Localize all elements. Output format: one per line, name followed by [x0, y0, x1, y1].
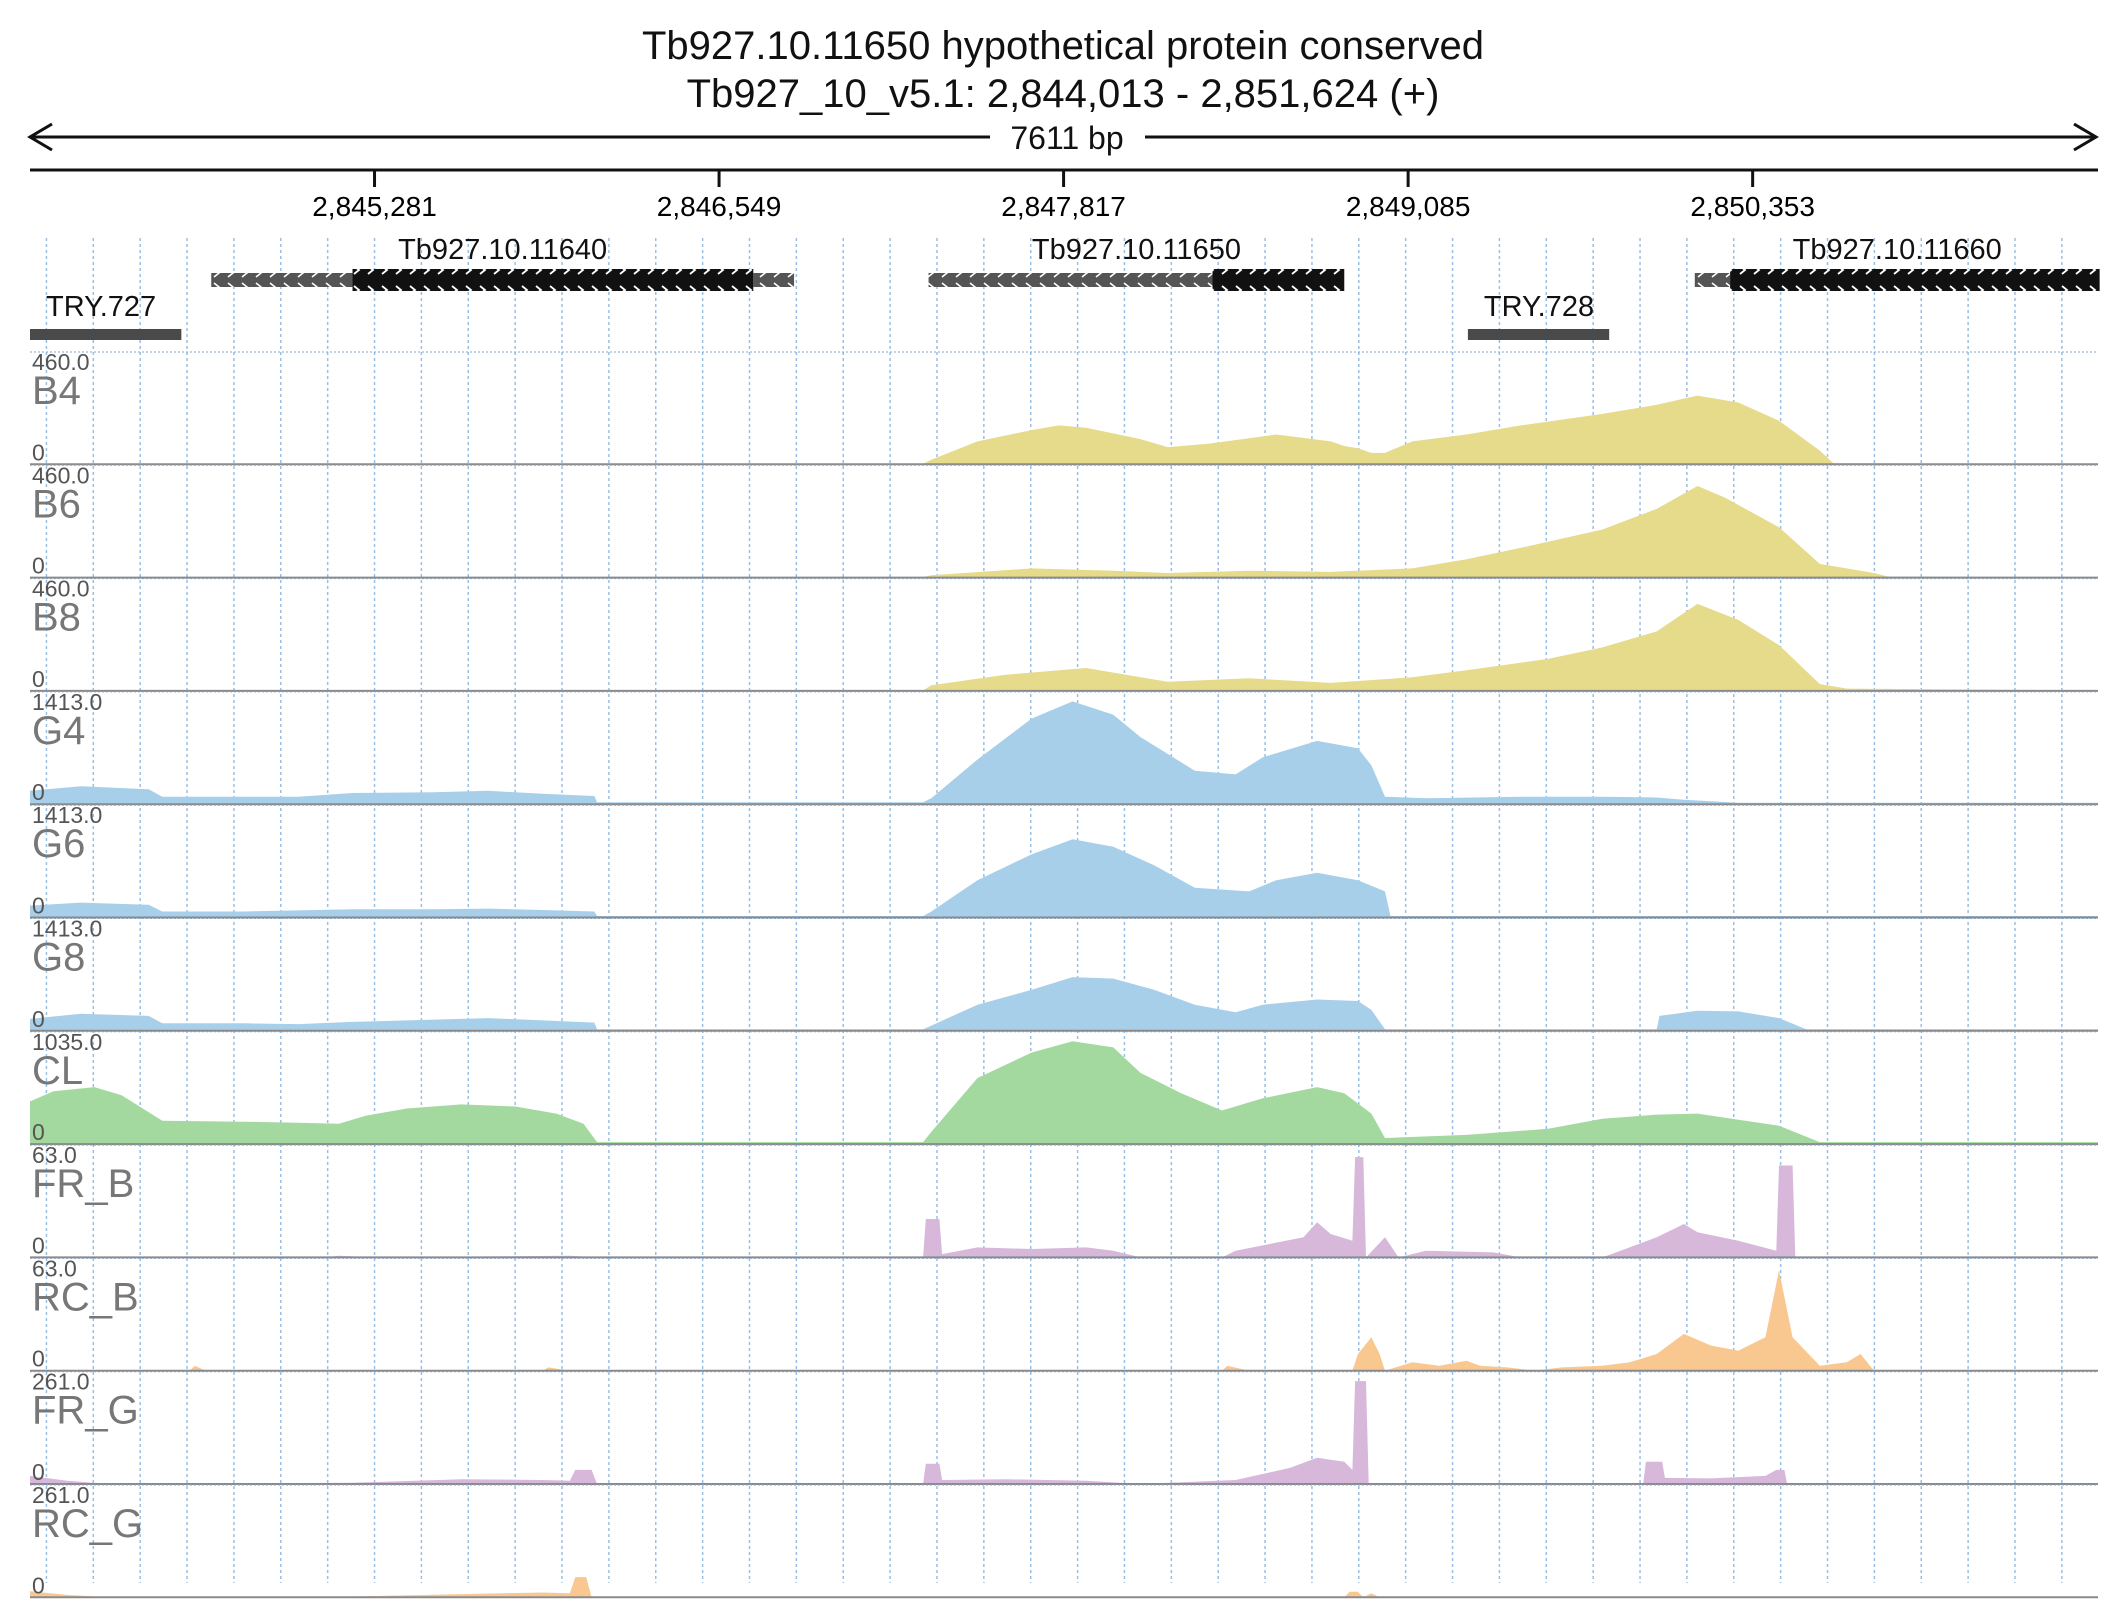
- coverage-area: [30, 1157, 2098, 1258]
- x-tick-label: 2,849,085: [1346, 191, 1471, 222]
- track-zero-label: 0: [32, 779, 45, 805]
- gene-track: Tb927.10.11640 Tb927.10.11650 Tb927.10.116…: [211, 234, 2100, 291]
- gene-cds: [1730, 269, 2100, 291]
- coverage-area: [30, 486, 2098, 578]
- track-name-label: FR_G: [32, 1389, 139, 1433]
- coverage-area: [30, 839, 2098, 918]
- track-zero-label: 0: [32, 893, 45, 919]
- track-B6: 460.0B6 0: [30, 462, 2098, 579]
- track-name-label: B4: [32, 369, 81, 413]
- track-max-label: 460.0: [32, 349, 90, 375]
- region-bar: [1467, 329, 1610, 340]
- coverage-area: [30, 1577, 2098, 1598]
- arrowhead-right-icon: [2073, 122, 2099, 152]
- track-name-label: G4: [32, 709, 85, 753]
- track-G6: 1413.0G6 0: [30, 802, 2098, 919]
- gene-cds: [352, 269, 754, 291]
- track-zero-label: 0: [32, 1232, 45, 1258]
- track-name-label: B6: [32, 482, 81, 526]
- region-label: TRY.728: [1484, 291, 1594, 323]
- chart-title: Tb927.10.11650 hypothetical protein cons…: [641, 24, 1485, 68]
- x-tick-label: 2,845,281: [312, 191, 437, 222]
- track-CL: 1035.0CL 0: [30, 1029, 2098, 1146]
- track-max-label: 63.0: [32, 1255, 77, 1281]
- track-zero-label: 0: [32, 1572, 45, 1598]
- track-max-label: 1035.0: [32, 1029, 102, 1055]
- track-name-label: B8: [32, 596, 81, 640]
- gene-utr3: [753, 273, 795, 287]
- chart-subtitle: Tb927_10_v5.1: 2,844,013 - 2,851,624 (+): [686, 72, 1440, 116]
- track-name-label: CL: [32, 1049, 83, 1093]
- gene-utr5: [211, 273, 353, 287]
- region-track: TRY.727 TRY.728: [30, 291, 1610, 340]
- track-G8: 1413.0G8 0: [30, 916, 2098, 1032]
- track-RC_B: 63.0RC_B 0: [30, 1255, 2098, 1372]
- coverage-area: [30, 395, 2098, 465]
- gene-feature[interactable]: Tb927.10.11640: [211, 234, 795, 291]
- track-zero-label: 0: [32, 1459, 45, 1485]
- coverage-tracks: 460.0B40460.0B60460.0B801413.0G401413.0G…: [30, 349, 2098, 1599]
- track-max-label: 1413.0: [32, 802, 102, 828]
- gene-label: Tb927.10.11640: [398, 234, 607, 266]
- coverage-area: [30, 1381, 2098, 1484]
- track-G4: 1413.0G4 0: [30, 689, 2098, 806]
- gene-label: Tb927.10.11650: [1032, 234, 1241, 266]
- arrowhead-left-icon: [27, 122, 53, 152]
- track-B4: 460.0B4 0: [30, 349, 2098, 466]
- gene-feature[interactable]: Tb927.10.11650: [928, 234, 1345, 291]
- track-zero-label: 0: [32, 666, 45, 692]
- length-label: 7611 bp: [1010, 120, 1123, 156]
- track-B8: 460.0B8 0: [30, 576, 2098, 692]
- track-name-label: RC_B: [32, 1275, 139, 1319]
- coverage-area: [30, 977, 2098, 1031]
- coverage-area: [30, 603, 2098, 691]
- gene-label: Tb927.10.11660: [1793, 234, 2002, 266]
- track-zero-label: 0: [32, 1006, 45, 1032]
- track-zero-label: 0: [32, 1346, 45, 1372]
- region-bar: [30, 329, 182, 340]
- track-max-label: 460.0: [32, 462, 90, 488]
- track-max-label: 261.0: [32, 1369, 90, 1395]
- region-label: TRY.727: [46, 291, 156, 323]
- x-tick-label: 2,850,353: [1690, 191, 1815, 222]
- region-feature[interactable]: TRY.727: [30, 291, 182, 340]
- track-FR_G: 261.0FR_G 0: [30, 1369, 2098, 1485]
- gene-utr5: [1694, 273, 1731, 287]
- gene-utr5: [928, 273, 1213, 287]
- track-name-label: G6: [32, 822, 85, 866]
- track-name-label: G8: [32, 936, 85, 980]
- track-max-label: 1413.0: [32, 916, 102, 942]
- track-RC_G: 261.0RC_G 0: [30, 1482, 2098, 1599]
- track-name-label: FR_B: [32, 1162, 134, 1206]
- coverage-area: [30, 701, 2098, 805]
- x-tick-label: 2,847,817: [1001, 191, 1126, 222]
- gene-feature[interactable]: Tb927.10.11660: [1694, 234, 2100, 291]
- track-max-label: 460.0: [32, 576, 90, 602]
- track-zero-label: 0: [32, 439, 45, 465]
- region-feature[interactable]: TRY.728: [1467, 291, 1610, 340]
- track-zero-label: 0: [32, 553, 45, 579]
- track-max-label: 261.0: [32, 1482, 90, 1508]
- coverage-area: [30, 1270, 2098, 1371]
- track-zero-label: 0: [32, 1119, 45, 1145]
- gene-cds: [1212, 269, 1345, 291]
- track-name-label: RC_G: [32, 1502, 143, 1546]
- length-arrow: 7611 bp: [27, 120, 2099, 156]
- coverage-area: [30, 1041, 2098, 1145]
- track-max-label: 63.0: [32, 1142, 77, 1168]
- x-tick-label: 2,846,549: [657, 191, 782, 222]
- x-axis: 2,845,281 2,846,549 2,847,817 2,849,085 2,85…: [30, 168, 2098, 222]
- track-FR_B: 63.0FR_B 0: [30, 1142, 2098, 1259]
- track-max-label: 1413.0: [32, 689, 102, 715]
